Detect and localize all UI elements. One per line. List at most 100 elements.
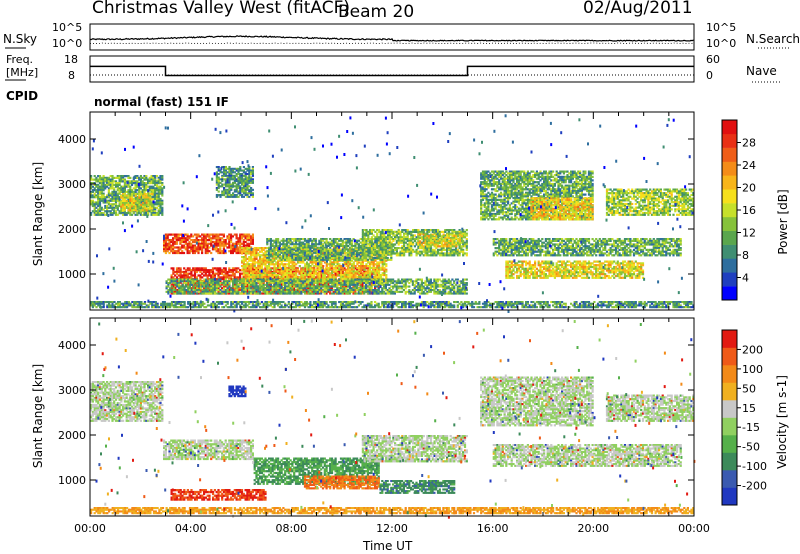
nsearch-label: N.Search <box>746 32 800 46</box>
nave-tick-low: 0 <box>706 69 713 82</box>
station-title: Christmas Valley West (fitACF) <box>92 0 351 18</box>
velocity-colorbar-tick-label: -100 <box>742 460 767 473</box>
velocity-colorbar-tick-label: 15 <box>742 402 756 415</box>
velocity-ytick-label: 2000 <box>58 429 86 442</box>
velocity-colorbar-tick-label: -50 <box>742 441 760 454</box>
power-colorbar-swatch <box>722 175 737 190</box>
power-colorbar-swatch <box>722 272 737 287</box>
power-ytick-label: 2000 <box>58 223 86 236</box>
velocity-echo-region <box>379 480 456 494</box>
power-colorbar-swatch <box>722 286 737 301</box>
power-ytick-label: 4000 <box>58 133 86 146</box>
power-echo-region <box>120 193 154 212</box>
cpid-value: normal (fast) 151 IF <box>94 95 229 109</box>
velocity-ytick-label: 4000 <box>58 339 86 352</box>
power-echo-region <box>605 188 695 216</box>
time-xlabel: Time UT <box>363 539 413 553</box>
power-ytick-label: 3000 <box>58 178 86 191</box>
nsearch-series-line <box>89 42 695 45</box>
noise-panel-frame <box>89 23 695 51</box>
power-colorbar-swatch <box>722 258 737 273</box>
nave-label: Nave <box>746 64 777 78</box>
velocity-ytick-label: 1000 <box>58 474 86 487</box>
power-echo-region <box>215 166 254 198</box>
power-echo-region <box>530 197 594 221</box>
velocity-echo-region <box>170 489 267 501</box>
power-echo-region <box>492 238 682 257</box>
power-colorbar-swatch <box>722 133 737 148</box>
velocity-echo-region <box>605 394 695 422</box>
velocity-colorbar-swatch <box>722 330 737 348</box>
velocity-colorbar-swatch <box>722 365 737 383</box>
velocity-echo-region <box>90 381 164 422</box>
velocity-echo-region <box>303 475 380 490</box>
velocity-colorbar-swatch <box>722 470 737 488</box>
velocity-echo-region <box>480 376 594 427</box>
power-colorbar-swatch <box>722 216 737 231</box>
power-colorbar-swatch <box>722 189 737 204</box>
power-colorbar-tick-label: 12 <box>742 227 756 240</box>
time-xtick-label: 12:00 <box>376 522 408 535</box>
time-xtick-label: 20:00 <box>577 522 609 535</box>
power-colorbar-tick-label: 28 <box>742 137 756 150</box>
velocity-colorbar-tick-label: 100 <box>742 363 763 376</box>
power-colorbar-swatch <box>722 203 737 218</box>
power-echo-region <box>505 260 645 279</box>
velocity-panel-bg <box>90 318 694 516</box>
nave-tick-high: 60 <box>706 53 720 66</box>
power-echo-region <box>417 233 463 248</box>
freq-tick-high: 18 <box>64 53 78 66</box>
velocity-colorbar-swatch <box>722 452 737 471</box>
velocity-colorbar-swatch <box>722 417 737 436</box>
velocity-echo-region <box>361 435 468 463</box>
power-colorbar-tick-label: 16 <box>742 204 756 217</box>
power-echo-region <box>165 278 468 295</box>
velocity-colorbar-tick-label: 50 <box>742 382 756 395</box>
power-echo-region <box>90 301 695 309</box>
velocity-colorbar-swatch <box>722 487 737 506</box>
nsky-tick-high: 10^5 <box>52 21 83 34</box>
velocity-ytick-label: 3000 <box>58 384 86 397</box>
freq-unit-label: [MHz] <box>6 66 39 79</box>
date-label: 02/Aug/2011 <box>583 0 693 18</box>
freq-tick-low: 8 <box>68 69 75 82</box>
nsky-series-line <box>89 35 694 42</box>
power-ytick-label: 1000 <box>58 268 86 281</box>
velocity-echo-region <box>492 444 682 467</box>
velocity-colorbar-tick-label: -15 <box>742 421 760 434</box>
velocity-colorbar-swatch <box>722 435 737 453</box>
freq-label: Freq. <box>6 53 34 66</box>
power-colorbar-swatch <box>722 244 737 259</box>
nsearch-tick-high: 10^5 <box>706 21 737 34</box>
freq-panel-frame <box>89 55 695 83</box>
beam-label: Beam 20 <box>338 2 415 22</box>
time-xtick-label: 04:00 <box>175 522 207 535</box>
nsearch-tick-low: 10^0 <box>706 37 737 50</box>
velocity-colorbar-swatch <box>722 382 737 401</box>
power-colorbar-swatch <box>722 230 737 245</box>
power-colorbar-tick-label: 20 <box>742 182 756 195</box>
velocity-colorbar-tick-label: -200 <box>742 480 767 493</box>
power-echo-region <box>163 233 254 255</box>
cpid-label: CPID <box>6 89 39 103</box>
velocity-colorbar-tick-label: 200 <box>742 343 763 356</box>
power-colorbar-tick-label: 4 <box>742 272 749 285</box>
power-colorbar-swatch <box>722 161 737 176</box>
time-xtick-label: 00:00 <box>74 522 106 535</box>
velocity-colorbar-swatch <box>722 400 737 418</box>
power-colorbar-tick-label: 8 <box>742 249 749 262</box>
time-xtick-label: 08:00 <box>275 522 307 535</box>
nsky-tick-low: 10^0 <box>52 37 83 50</box>
velocity-colorbar-swatch <box>722 347 737 366</box>
power-colorbar-tick-label: 24 <box>742 159 756 172</box>
time-xtick-label: 00:00 <box>678 522 710 535</box>
power-colorbar-swatch <box>722 147 737 162</box>
freq-series-line <box>90 65 694 77</box>
power-scatter-noise <box>91 114 694 313</box>
nsky-label: N.Sky <box>3 32 38 46</box>
velocity-echo-region <box>228 385 247 398</box>
time-xtick-label: 16:00 <box>477 522 509 535</box>
velocity-colorbar-frame <box>721 329 738 506</box>
power-colorbar-swatch <box>722 120 737 135</box>
